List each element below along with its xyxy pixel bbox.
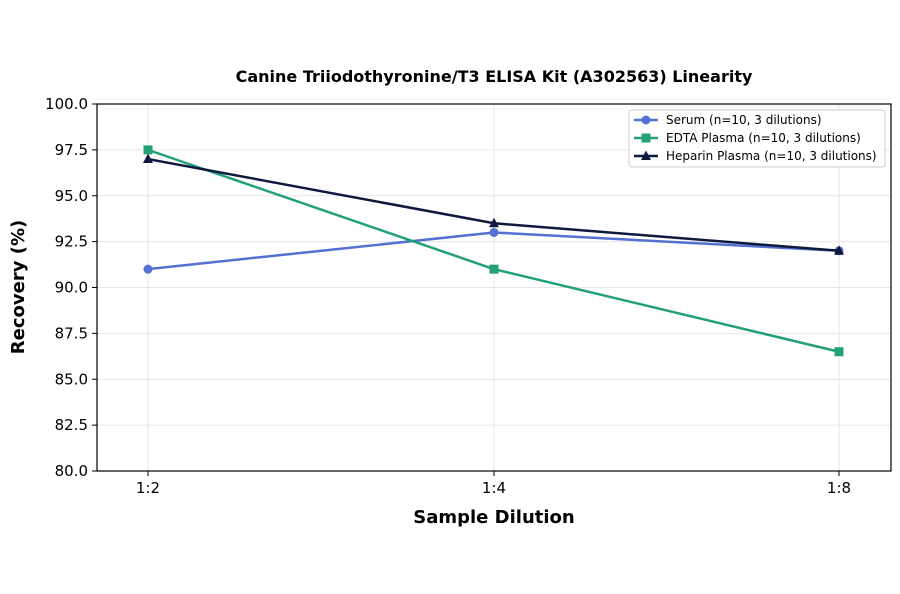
y-axis-ticks: 80.0 82.5 85.0 87.5 90.0 92.5 95.0 97.5 100.0 (45, 95, 97, 480)
data-point (143, 145, 153, 155)
data-point (489, 227, 499, 237)
data-point (143, 153, 153, 164)
y-tick-label: 95.0 (55, 187, 88, 205)
data-point (489, 264, 499, 274)
y-axis-label: Recovery (%) (8, 220, 29, 354)
x-tick-label: 1:8 (827, 479, 851, 497)
legend-label: Heparin Plasma (n=10, 3 dilutions) (666, 149, 877, 163)
legend-item: EDTA Plasma (n=10, 3 dilutions) (634, 131, 861, 145)
data-point (834, 347, 844, 357)
x-tick-label: 1:2 (136, 479, 160, 497)
legend-marker (641, 133, 651, 143)
y-tick-label: 85.0 (55, 370, 88, 388)
data-point (143, 264, 153, 274)
legend-marker (641, 115, 651, 125)
x-tick-label: 1:4 (482, 479, 506, 497)
data-point (834, 245, 844, 255)
y-tick-label: 87.5 (55, 324, 88, 342)
y-tick-label: 90.0 (55, 279, 88, 297)
legend-marker (641, 150, 651, 160)
y-tick-label: 92.5 (55, 233, 88, 251)
series-3 (143, 153, 844, 255)
series-2 (143, 145, 844, 357)
legend-item: Heparin Plasma (n=10, 3 dilutions) (634, 149, 877, 163)
legend: Serum (n=10, 3 dilutions) EDTA Plasma (n=… (628, 109, 886, 168)
y-tick-label: 82.5 (55, 416, 88, 434)
data-point (489, 217, 499, 228)
y-tick-label: 80.0 (55, 462, 88, 480)
series-lines (143, 145, 844, 357)
y-tick-label: 100.0 (45, 95, 88, 113)
legend-box (628, 109, 886, 168)
legend-label: EDTA Plasma (n=10, 3 dilutions) (666, 131, 861, 145)
x-axis-ticks: 1:2 1:4 1:8 (136, 471, 851, 497)
y-tick-label: 97.5 (55, 141, 88, 159)
chart-title: Canine Triiodothyronine/T3 ELISA Kit (A3… (236, 67, 753, 86)
x-axis-label: Sample Dilution (413, 507, 574, 528)
legend-item: Serum (n=10, 3 dilutions) (634, 113, 822, 127)
legend-label: Serum (n=10, 3 dilutions) (666, 113, 822, 127)
